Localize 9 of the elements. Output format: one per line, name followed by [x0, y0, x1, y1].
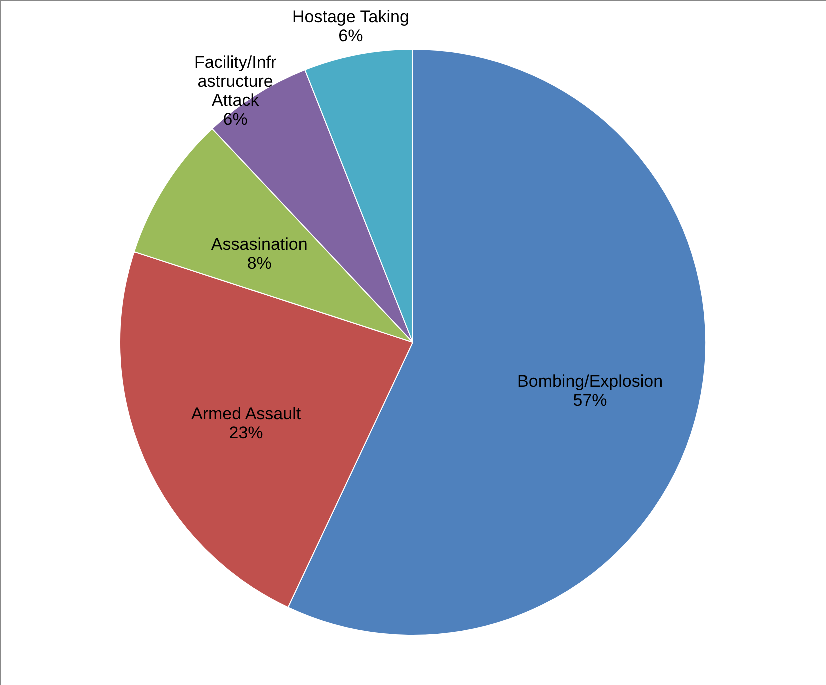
- slice-label: Hostage Taking: [292, 7, 410, 26]
- data-label: 6%: [223, 110, 248, 129]
- slice-label: Bombing/Explosion: [518, 372, 664, 392]
- data-label: 57%: [573, 391, 608, 410]
- data-label: 6%: [338, 26, 364, 46]
- slice-label: Armed Assault: [191, 404, 302, 424]
- data-label: 8%: [247, 254, 272, 274]
- slice-label: Assasination: [211, 235, 308, 254]
- data-label: 23%: [229, 424, 264, 443]
